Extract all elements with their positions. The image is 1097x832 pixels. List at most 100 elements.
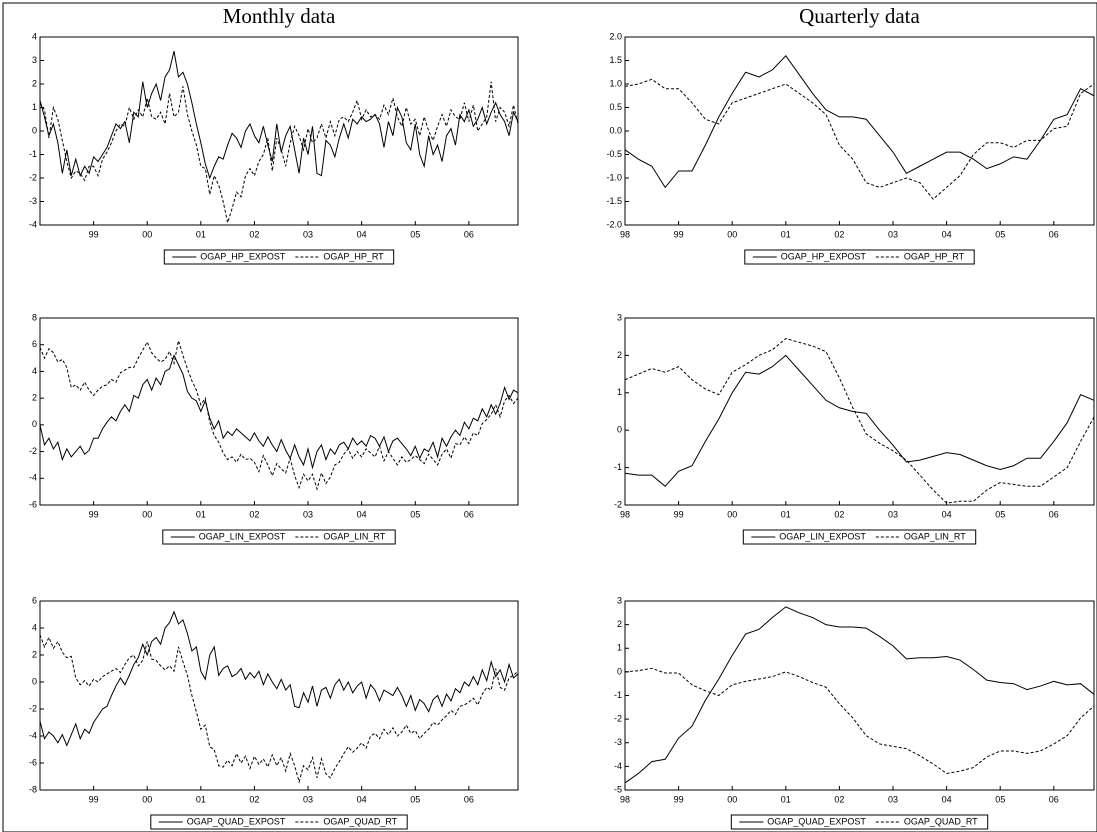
x-tick-label: 03	[303, 229, 313, 239]
x-tick-label: 06	[1049, 229, 1059, 239]
x-tick-label: 99	[674, 794, 684, 804]
series-line	[39, 354, 519, 470]
chart-title: Monthly data	[223, 4, 336, 28]
y-tick-label: -4	[29, 473, 37, 483]
y-tick-label: -8	[29, 784, 37, 794]
x-tick-label: 04	[942, 229, 952, 239]
legend-box	[150, 814, 408, 830]
x-tick-label: 06	[464, 794, 474, 804]
legend-label: OGAP_HP_RT	[323, 251, 384, 261]
legend-box	[742, 529, 977, 545]
x-tick-label: 98	[620, 229, 630, 239]
y-tick-label: 0.5	[609, 102, 622, 112]
x-tick-label: 99	[89, 509, 99, 519]
y-tick-label: 3	[32, 55, 37, 65]
x-tick-label: 05	[995, 509, 1005, 519]
y-tick-label: -1	[29, 149, 37, 159]
legend-label: OGAP_QUAD_RT	[323, 816, 397, 826]
legend-label: OGAP_LIN_EXPOST	[779, 531, 866, 541]
x-tick-label: 03	[303, 794, 313, 804]
y-tick-label: 2	[32, 78, 37, 88]
y-tick-label: 6	[32, 339, 37, 349]
legend-label: OGAP_HP_EXPOST	[200, 251, 286, 261]
x-tick-label: 05	[410, 509, 420, 519]
y-tick-label: 1	[617, 387, 622, 397]
y-tick-label: -4	[29, 219, 37, 229]
x-tick-label: 00	[142, 509, 152, 519]
plot-frame	[39, 600, 519, 791]
legend-label: OGAP_LIN_RT	[323, 531, 385, 541]
y-tick-label: 4	[32, 366, 37, 376]
y-tick-label: 0.0	[609, 125, 622, 135]
x-tick-label: 06	[1049, 794, 1059, 804]
x-tick-label: 99	[674, 509, 684, 519]
x-tick-label: 01	[781, 794, 791, 804]
legend-box	[744, 249, 975, 265]
y-tick-label: -2	[614, 499, 622, 509]
x-tick-label: 03	[888, 229, 898, 239]
legend-label: OGAP_LIN_RT	[904, 531, 966, 541]
x-tick-label: 98	[620, 509, 630, 519]
y-tick-label: 2	[32, 649, 37, 659]
y-tick-label: -3	[29, 196, 37, 206]
y-tick-label: 1.0	[609, 78, 622, 88]
x-tick-label: 01	[196, 509, 206, 519]
x-tick-label: 05	[410, 794, 420, 804]
x-tick-label: 02	[834, 229, 844, 239]
x-tick-label: 99	[89, 229, 99, 239]
x-tick-label: 04	[942, 794, 952, 804]
chart-title: Quarterly data	[799, 4, 920, 28]
x-tick-label: 98	[620, 794, 630, 804]
series-line	[624, 78, 1095, 200]
y-tick-label: 3	[617, 312, 622, 322]
legend-label: OGAP_QUAD_RT	[904, 816, 978, 826]
x-tick-label: 99	[89, 794, 99, 804]
plot-frame	[624, 317, 1095, 506]
legend-label: OGAP_QUAD_EXPOST	[767, 816, 866, 826]
legend-box	[162, 529, 396, 545]
x-tick-label: 06	[464, 509, 474, 519]
series-line	[39, 634, 519, 784]
y-tick-label: 1.5	[609, 55, 622, 65]
y-tick-label: -1.0	[606, 172, 622, 182]
x-tick-label: 05	[410, 229, 420, 239]
plot-frame	[39, 317, 519, 506]
legend-label: OGAP_QUAD_EXPOST	[187, 816, 286, 826]
legend-label: OGAP_HP_EXPOST	[781, 251, 867, 261]
plot-frame	[624, 600, 1095, 791]
x-tick-label: 03	[888, 794, 898, 804]
x-tick-label: 04	[942, 509, 952, 519]
series-line	[624, 606, 1095, 784]
x-tick-label: 02	[834, 509, 844, 519]
x-tick-label: 03	[303, 509, 313, 519]
y-tick-label: -3	[614, 737, 622, 747]
legend-label: OGAP_LIN_EXPOST	[199, 531, 286, 541]
y-tick-label: -1	[614, 690, 622, 700]
x-tick-label: 02	[249, 229, 259, 239]
x-tick-label: 03	[888, 509, 898, 519]
x-tick-label: 04	[357, 794, 367, 804]
x-tick-label: 00	[142, 794, 152, 804]
x-tick-label: 02	[834, 794, 844, 804]
y-tick-label: 2	[617, 350, 622, 360]
y-tick-label: -5	[614, 784, 622, 794]
legend-label: OGAP_HP_RT	[904, 251, 965, 261]
y-tick-label: -4	[614, 761, 622, 771]
y-tick-label: 0	[617, 425, 622, 435]
x-tick-label: 05	[995, 794, 1005, 804]
y-tick-label: 0	[32, 419, 37, 429]
x-tick-label: 05	[995, 229, 1005, 239]
y-tick-label: 0	[32, 125, 37, 135]
x-tick-label: 01	[196, 794, 206, 804]
y-tick-label: 3	[617, 595, 622, 605]
y-tick-label: -2	[29, 703, 37, 713]
x-tick-label: 00	[727, 794, 737, 804]
x-tick-label: 02	[249, 794, 259, 804]
x-tick-label: 00	[142, 229, 152, 239]
y-tick-label: -2	[29, 446, 37, 456]
series-line	[624, 667, 1095, 774]
y-tick-label: 4	[32, 622, 37, 632]
